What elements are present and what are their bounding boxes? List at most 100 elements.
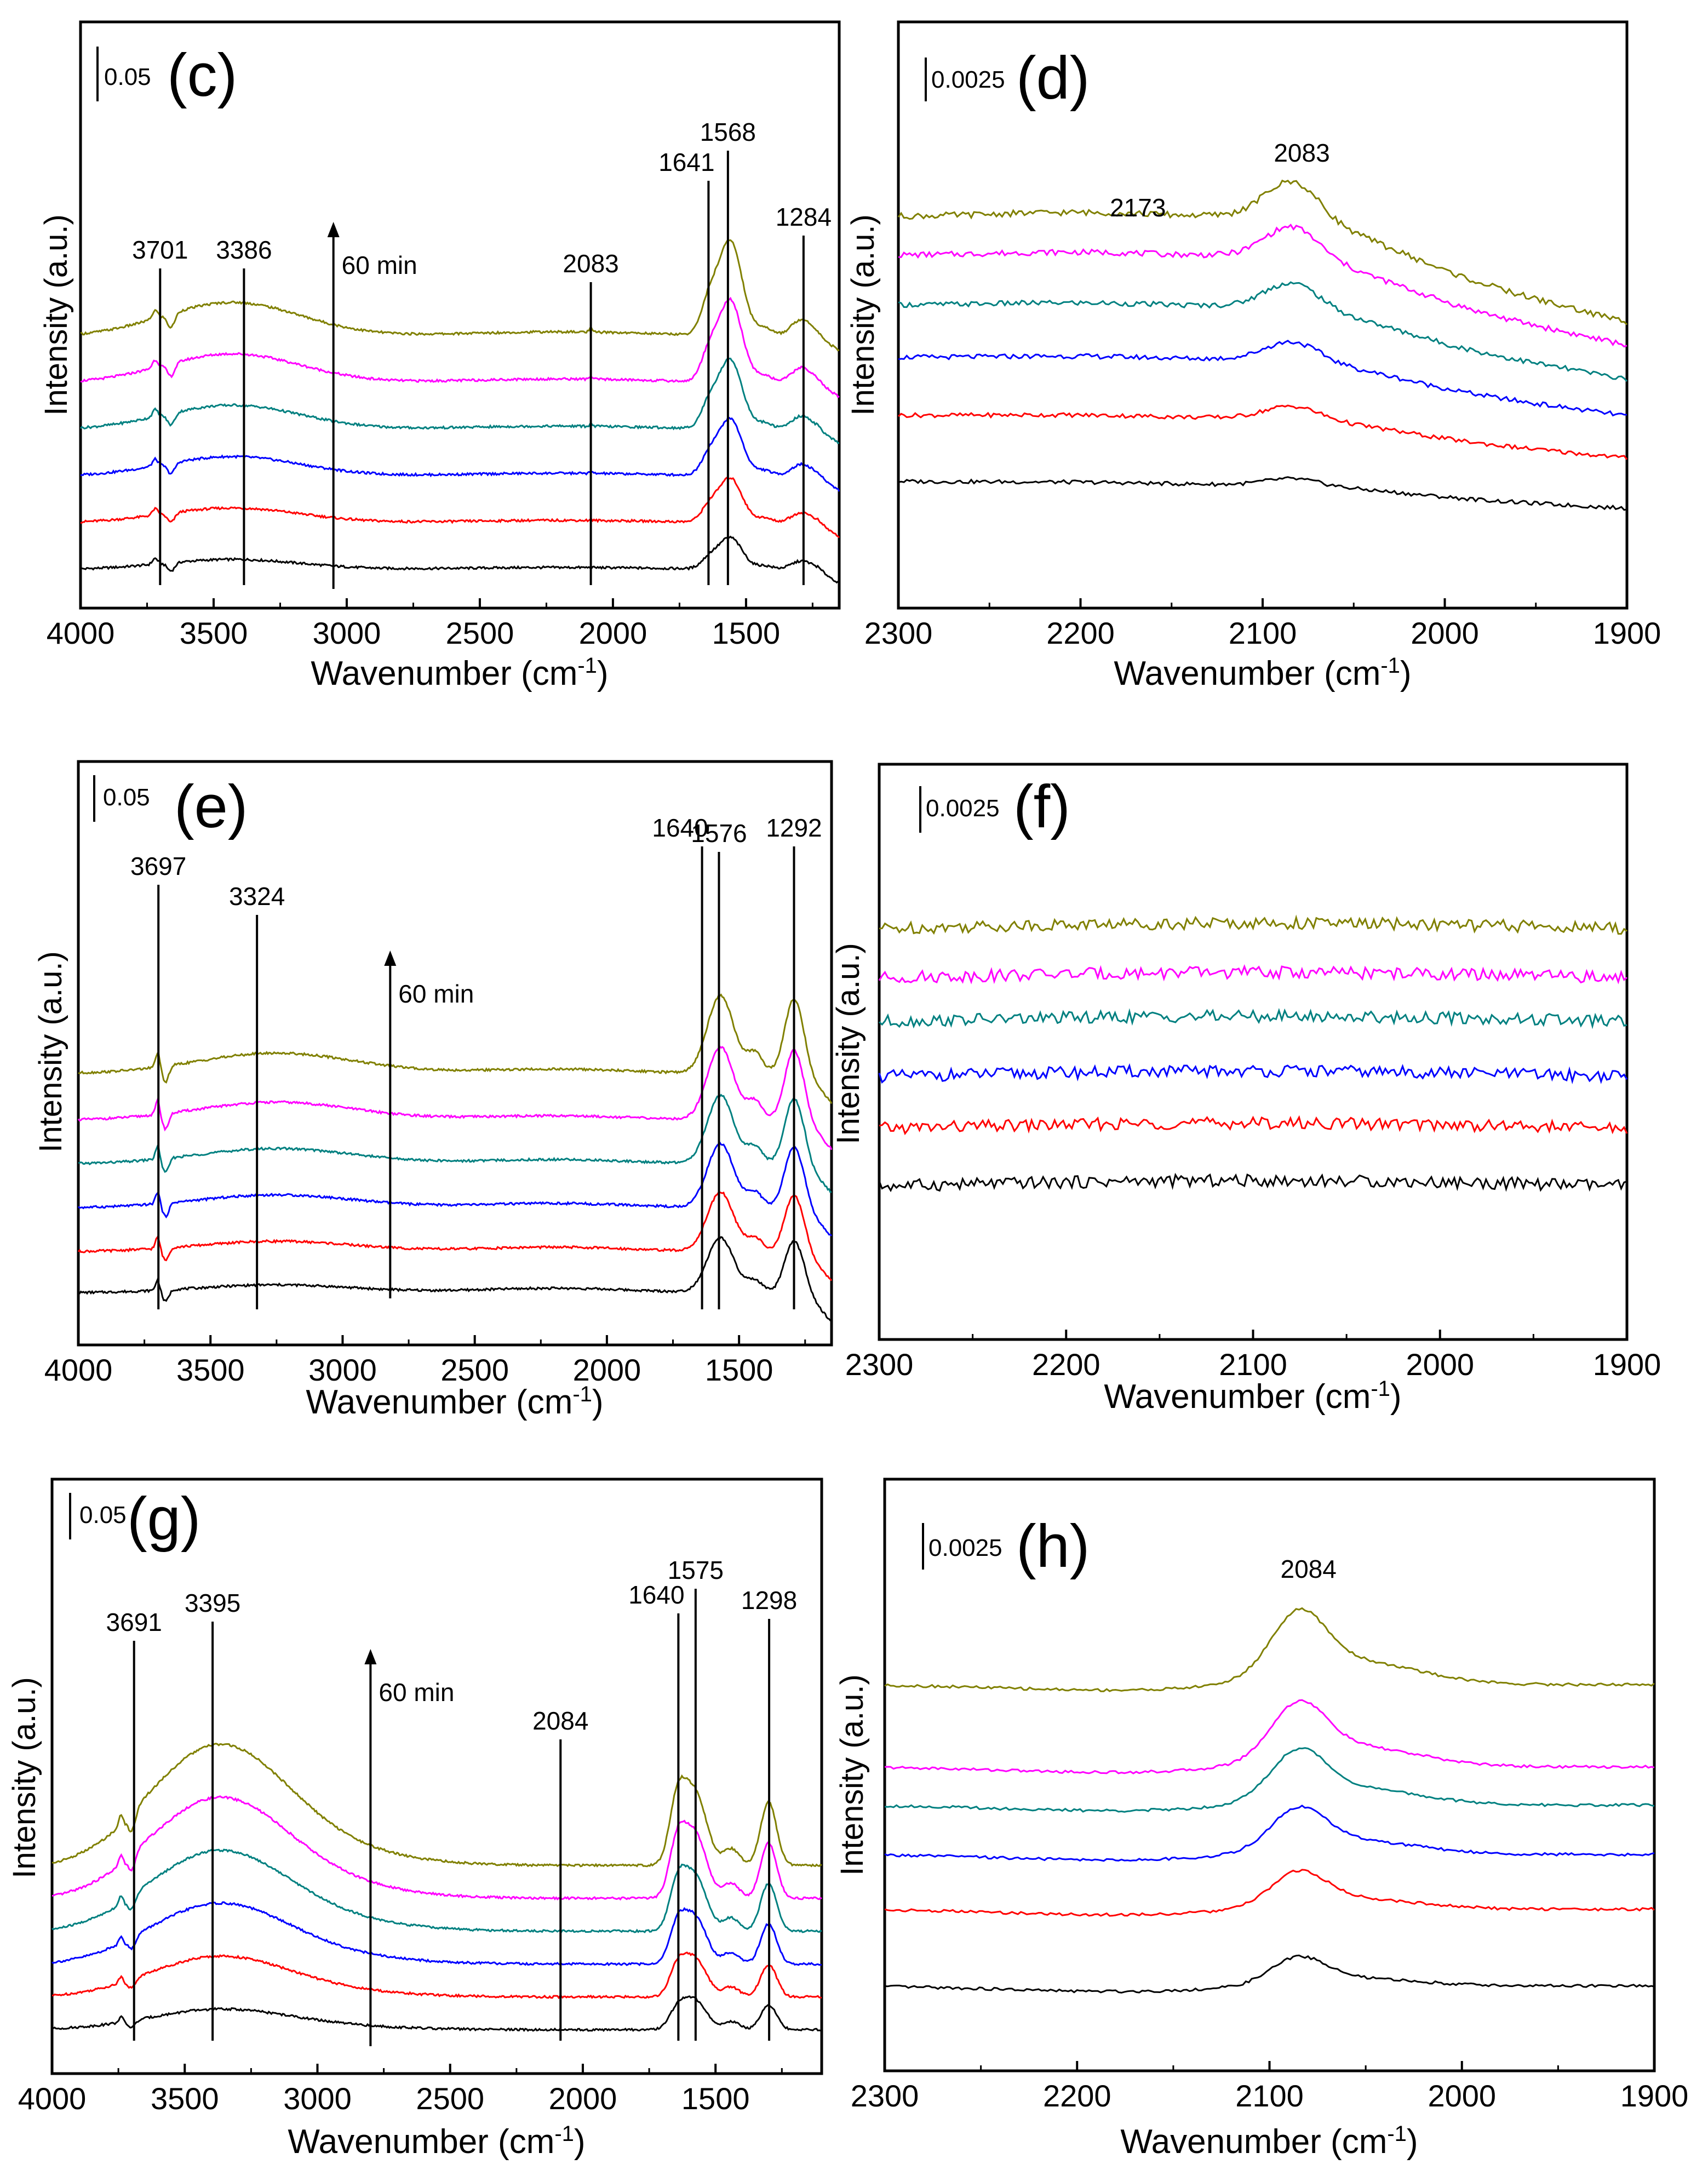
panel-f: 0.0025 (f) 2300 2200 2100 2000 1900 Intensit… [830, 763, 1661, 1416]
scale-bar-label: 0.05 [103, 784, 150, 811]
x-tick-label: 3000 [308, 1353, 377, 1387]
plot-frame [897, 20, 1629, 610]
peak-label: 1568 [700, 118, 756, 146]
x-tick-label: 2300 [864, 616, 933, 650]
x-tick-label: 2000 [1406, 1347, 1474, 1382]
panel-label: (c) [167, 42, 237, 109]
series-line-t0 [79, 535, 840, 584]
series-line-t0 [78, 1236, 832, 1322]
peak-label: 1292 [766, 814, 822, 842]
peak-label: 2083 [563, 249, 618, 278]
series-line-t2 [898, 340, 1627, 417]
spectra-group [878, 914, 1628, 1193]
series-line-60-min [897, 179, 1628, 325]
peak-label: 1284 [776, 203, 832, 231]
series-line-t1 [77, 1191, 833, 1281]
spectra-group [884, 1607, 1655, 1994]
x-tick-label: 3500 [176, 1353, 245, 1387]
x-tick-label: 4000 [47, 616, 115, 650]
scale-bar-label: 0.05 [104, 64, 151, 90]
x-axis-ticks: 4000 3500 3000 2500 2000 1500 [18, 2064, 783, 2116]
peak-label: 3697 [130, 852, 186, 880]
peak-markers: 2173 2083 [1110, 139, 1330, 222]
series-line-t0 [898, 476, 1627, 511]
series-line-60-min [78, 993, 833, 1104]
x-tick-label: 1500 [681, 2081, 750, 2116]
peak-label: 2173 [1110, 193, 1166, 222]
plot-frame [50, 1478, 823, 2075]
x-tick-label: 2000 [573, 1353, 641, 1387]
series-line-t1 [884, 1869, 1655, 1917]
panel-label: (f) [1013, 773, 1070, 840]
peak-label: 1641 [658, 148, 714, 176]
x-tick-label: 3500 [180, 616, 248, 650]
x-axis-ticks: 2300 2200 2100 2000 1900 [864, 598, 1661, 650]
x-tick-label: 2100 [1229, 616, 1297, 650]
series-line-t0 [51, 1995, 822, 2032]
peak-label: 2083 [1274, 139, 1329, 167]
panel-label: (d) [1016, 44, 1090, 112]
series-line-t2 [878, 1063, 1628, 1085]
panel-label: (h) [1016, 1513, 1090, 1580]
series-line-t3 [878, 1007, 1627, 1029]
x-tick-label: 2200 [1046, 616, 1115, 650]
spectra-group [77, 993, 833, 1322]
time-arrow-head [364, 1649, 377, 1664]
series-line-t3 [884, 1747, 1655, 1813]
x-axis-label: Wavenumber (cm-1) [1120, 2122, 1418, 2161]
y-axis-label: Intensity (a.u.) [7, 1677, 42, 1878]
series-line-t2 [884, 1804, 1655, 1862]
scale-bar-label: 0.05 [79, 1502, 127, 1528]
x-axis-label: Wavenumber (cm-1) [311, 654, 608, 692]
series-line-60-min [879, 914, 1627, 935]
x-tick-label: 2100 [1235, 2079, 1304, 2113]
x-tick-label: 2100 [1219, 1347, 1287, 1382]
x-tick-label: 2000 [1411, 616, 1479, 650]
series-line-t3 [898, 281, 1628, 382]
series-line-t1 [51, 1951, 822, 2000]
peak-label: 2084 [1281, 1555, 1337, 1583]
x-tick-label: 2300 [845, 1347, 914, 1382]
x-tick-label: 2000 [549, 2081, 617, 2116]
series-line-t4 [77, 1045, 833, 1150]
spectra-group [897, 179, 1628, 511]
series-line-t4 [884, 1699, 1655, 1774]
x-axis-ticks: 2300 2200 2100 2000 1900 [851, 2061, 1688, 2113]
time-arrow-label: 60 min [379, 1678, 454, 1707]
peak-label: 1576 [691, 819, 747, 848]
x-tick-label: 3500 [151, 2081, 219, 2116]
time-arrow-label: 60 min [342, 251, 417, 279]
series-line-t3 [78, 1093, 832, 1193]
series-line-t1 [879, 1115, 1628, 1136]
peak-label: 1640 [628, 1581, 684, 1609]
spectra-group [79, 238, 840, 584]
scale-bar-label: 0.0025 [926, 795, 1000, 822]
plot-frame [79, 20, 841, 610]
peak-label: 3395 [185, 1589, 240, 1617]
series-line-60-min [51, 1743, 822, 1868]
time-arrow-head [327, 222, 340, 237]
x-tick-label: 1500 [712, 616, 781, 650]
x-tick-label: 2500 [416, 2081, 484, 2116]
x-axis-ticks: 4000 3500 3000 2500 2000 1500 [47, 598, 813, 650]
series-line-t2 [77, 1141, 833, 1236]
plot-frame [77, 760, 833, 1347]
x-tick-label: 2500 [446, 616, 514, 650]
y-axis-label: Intensity (a.u.) [33, 951, 68, 1152]
x-axis-ticks: 2300 2200 2100 2000 1900 [845, 1330, 1661, 1382]
series-line-t3 [79, 357, 840, 444]
x-tick-label: 2300 [851, 2079, 919, 2113]
x-axis-label: Wavenumber (cm-1) [306, 1382, 603, 1421]
series-line-60-min [884, 1607, 1655, 1692]
y-axis-label: Intensity (a.u.) [38, 214, 74, 415]
time-arrow-label: 60 min [398, 980, 474, 1008]
x-tick-label: 2000 [579, 616, 647, 650]
y-axis-label: Intensity (a.u.) [845, 214, 881, 415]
series-line-t0 [878, 1172, 1627, 1193]
time-arrow-head [384, 951, 397, 966]
